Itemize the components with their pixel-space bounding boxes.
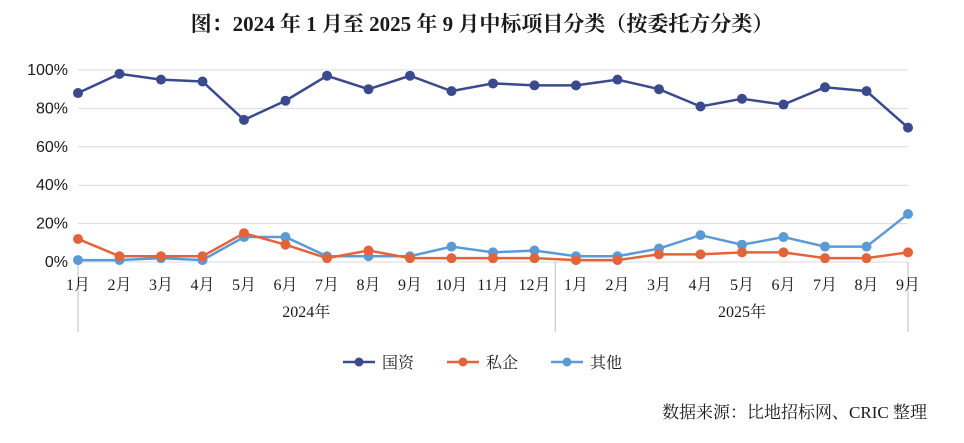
svg-text:9月: 9月 [398, 276, 422, 294]
svg-text:1月: 1月 [66, 276, 90, 294]
svg-text:3月: 3月 [647, 276, 671, 294]
svg-text:12月: 12月 [518, 276, 550, 294]
svg-text:5月: 5月 [232, 276, 256, 294]
svg-text:2024年: 2024年 [282, 302, 330, 321]
svg-text:1月: 1月 [564, 276, 588, 294]
svg-text:6月: 6月 [771, 276, 795, 294]
svg-text:100%: 100% [27, 62, 68, 79]
svg-text:8月: 8月 [854, 276, 878, 294]
svg-text:11月: 11月 [477, 276, 508, 294]
svg-text:2月: 2月 [107, 276, 131, 294]
svg-text:40%: 40% [36, 177, 68, 194]
svg-text:4月: 4月 [190, 276, 214, 294]
svg-text:80%: 80% [36, 100, 68, 117]
svg-text:60%: 60% [36, 139, 68, 156]
svg-text:6月: 6月 [273, 276, 297, 294]
svg-text:2025年: 2025年 [718, 302, 766, 321]
svg-text:20%: 20% [36, 216, 68, 233]
svg-text:7月: 7月 [315, 276, 339, 294]
svg-text:5月: 5月 [730, 276, 754, 294]
svg-text:0%: 0% [45, 254, 68, 271]
svg-text:4月: 4月 [688, 276, 712, 294]
svg-text:7月: 7月 [813, 276, 837, 294]
svg-text:9月: 9月 [896, 276, 920, 294]
svg-text:8月: 8月 [356, 276, 380, 294]
svg-text:2月: 2月 [605, 276, 629, 294]
svg-text:3月: 3月 [149, 276, 173, 294]
svg-text:10月: 10月 [435, 276, 467, 294]
